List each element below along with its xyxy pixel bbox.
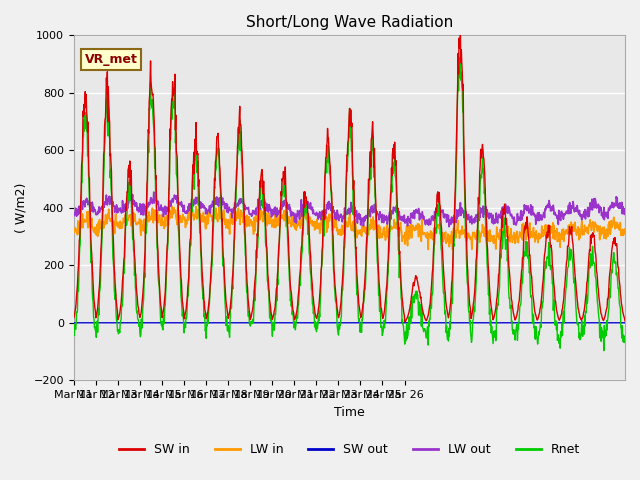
Y-axis label: ( W/m2): ( W/m2) (15, 182, 28, 233)
X-axis label: Time: Time (334, 406, 365, 419)
Legend: SW in, LW in, SW out, LW out, Rnet: SW in, LW in, SW out, LW out, Rnet (114, 438, 585, 461)
Text: VR_met: VR_met (85, 53, 138, 66)
Title: Short/Long Wave Radiation: Short/Long Wave Radiation (246, 15, 453, 30)
